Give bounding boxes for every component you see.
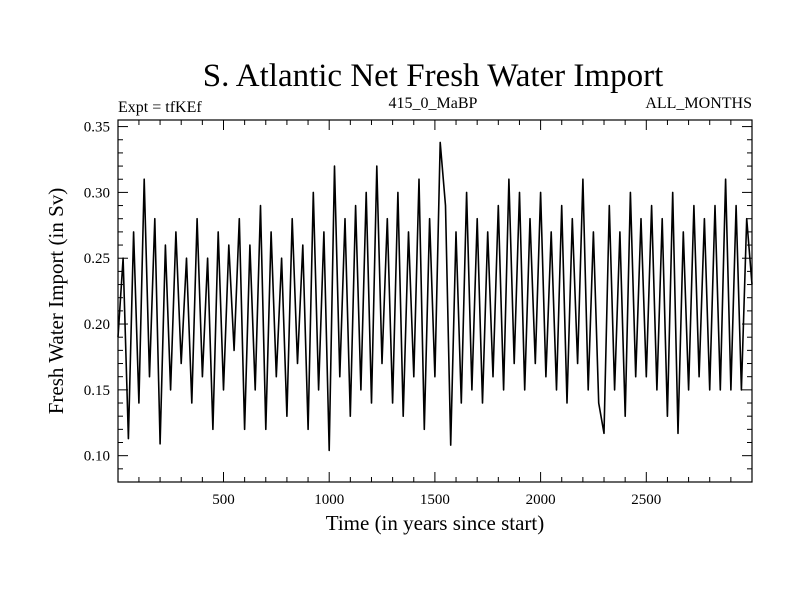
y-tick-label: 0.25	[84, 251, 110, 267]
y-tick-label: 0.10	[84, 449, 110, 465]
x-axis-label: Time (in years since start)	[326, 511, 545, 535]
series-line-0	[117, 141, 753, 452]
y-tick-label: 0.30	[84, 185, 110, 201]
chart-title: S. Atlantic Net Fresh Water Import	[203, 58, 664, 94]
subtitle-experiment: Expt = tfKEf	[118, 99, 202, 116]
y-axis-label: Fresh Water Import (in Sv)	[44, 188, 68, 415]
subtitle-period: 415_0_MaBP	[389, 95, 478, 112]
subtitle-months: ALL_MONTHS	[645, 95, 752, 112]
x-tick-label: 1500	[420, 492, 450, 508]
x-tick-label: 1000	[314, 492, 344, 508]
y-axis: 0.10 0.15 0.20 0.25 0.30 0.35	[84, 120, 752, 470]
x-axis: 500 1000 1500 2000 2500	[138, 120, 732, 508]
y-tick-label: 0.15	[84, 383, 110, 399]
x-tick-label: 500	[212, 492, 235, 508]
y-tick-label: 0.35	[84, 120, 110, 136]
plot-content	[117, 141, 753, 452]
y-tick-label: 0.20	[84, 317, 110, 333]
x-tick-label: 2500	[631, 492, 661, 508]
x-tick-label: 2000	[526, 492, 556, 508]
